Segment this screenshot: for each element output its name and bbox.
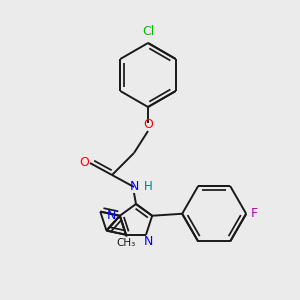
Text: N: N <box>129 181 139 194</box>
Text: O: O <box>79 157 89 169</box>
Text: N: N <box>143 235 153 248</box>
Text: Cl: Cl <box>142 25 154 38</box>
Text: CH₃: CH₃ <box>116 238 135 248</box>
Text: F: F <box>251 207 258 220</box>
Text: N: N <box>107 209 116 222</box>
Text: O: O <box>143 118 153 131</box>
Text: H: H <box>144 181 152 194</box>
